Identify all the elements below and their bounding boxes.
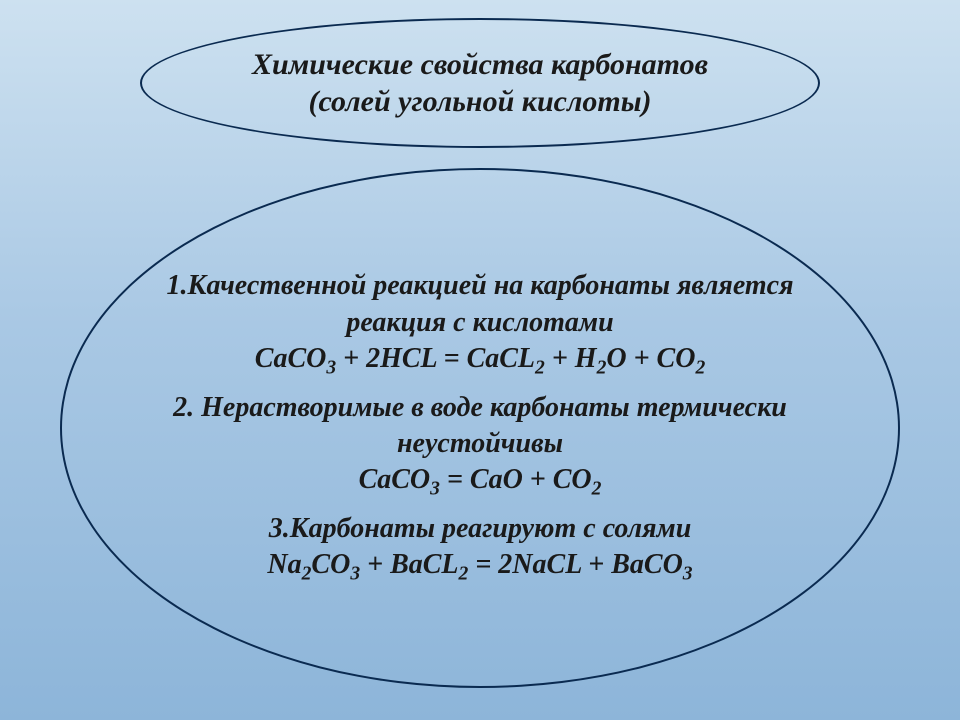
title-line-2: (солей угольной кислоты) (308, 85, 651, 118)
item-2: 2. Нерастворимые в воде карбонаты термич… (132, 390, 828, 499)
item-3-formula: Na2CO3 + BaCL2 = 2NaCL + BaCO3 (132, 547, 828, 583)
title-ellipse: Химические свойства карбонатов (солей уг… (140, 18, 820, 148)
item-3-heading: 3.Карбонаты реагируют с солями (132, 511, 828, 547)
title-text: Химические свойства карбонатов (солей уг… (192, 46, 768, 121)
body-ellipse: 1.Качественной реакцией на карбонаты явл… (60, 168, 900, 688)
slide: Химические свойства карбонатов (солей уг… (0, 0, 960, 720)
item-2-heading: 2. Нерастворимые в воде карбонаты термич… (132, 390, 828, 463)
item-1-heading: 1.Качественной реакцией на карбонаты явл… (132, 268, 828, 341)
title-line-1: Химические свойства карбонатов (252, 48, 708, 81)
item-3: 3.Карбонаты реагируют с солями Na2CO3 + … (132, 511, 828, 584)
item-1: 1.Качественной реакцией на карбонаты явл… (132, 268, 828, 377)
item-1-formula: CaCO3 + 2HCL = CaCL2 + H2O + CO2 (132, 341, 828, 377)
item-2-formula: CaCO3 = CaO + CO2 (132, 462, 828, 498)
body-text: 1.Качественной реакцией на карбонаты явл… (62, 260, 898, 595)
